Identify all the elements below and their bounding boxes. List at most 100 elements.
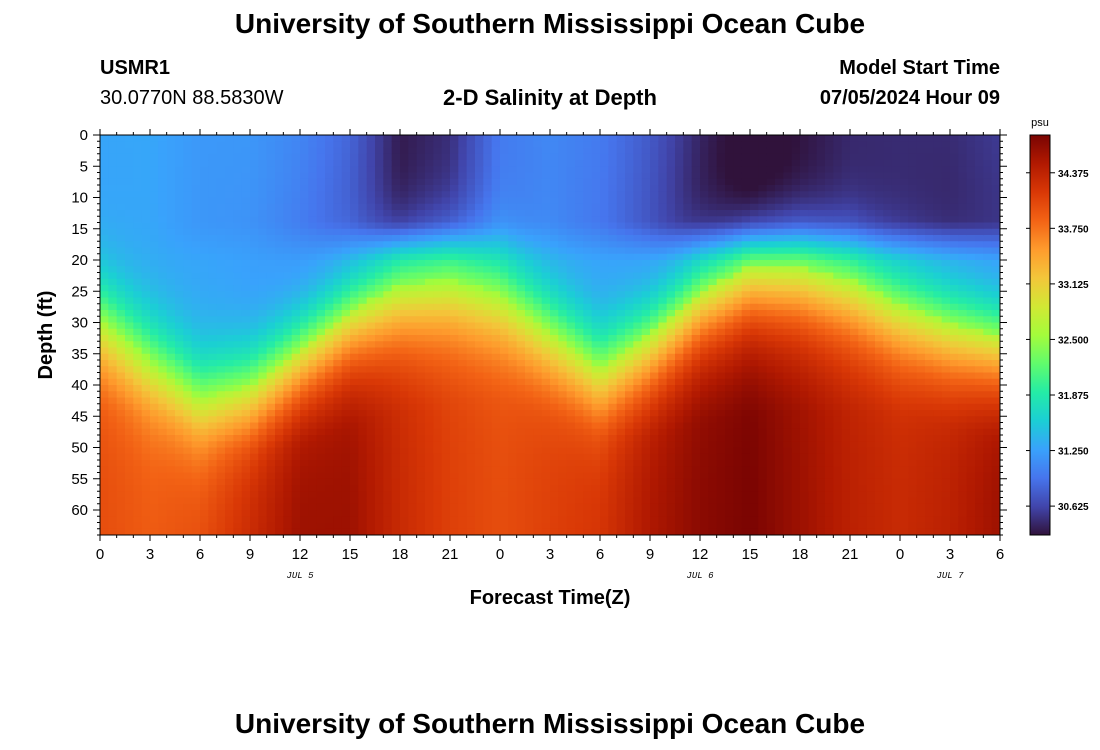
heatmap-cell [691,135,701,142]
heatmap-cell [483,153,493,161]
heatmap-cell [691,378,701,386]
heatmap-cell [416,528,426,535]
heatmap-cell [125,397,134,405]
heatmap-cell [375,272,384,280]
heatmap-cell [633,453,643,461]
heatmap-cell [325,322,334,330]
heatmap-cell [441,185,451,192]
heatmap-cell [600,528,609,535]
heatmap-cell [458,241,468,249]
heatmap-cell [525,235,534,242]
heatmap-cell [558,310,568,317]
heatmap-cell [550,185,559,192]
heatmap-cell [208,441,218,449]
heatmap-cell [358,222,368,230]
heatmap-cell [325,397,334,405]
heatmap-cell [208,135,218,142]
heatmap-cell [716,303,726,311]
heatmap-cell [483,347,493,355]
heatmap-cell [166,378,176,386]
heatmap-cell [716,147,726,155]
heatmap-cell [341,297,351,305]
heatmap-cell [641,241,651,249]
heatmap-cell [691,297,701,305]
heatmap-cell [525,378,534,386]
heatmap-cell [266,316,276,324]
heatmap-cell [133,328,143,336]
heatmap-cell [366,260,376,267]
heatmap-cell [425,222,434,230]
heatmap-cell [350,160,359,167]
heatmap-cell [741,441,751,449]
heatmap-cell [358,353,368,361]
heatmap-cell [150,203,159,211]
heatmap-cell [166,466,176,474]
heatmap-cell [316,416,326,424]
heatmap-cell [425,466,434,474]
heatmap-cell [575,341,584,349]
heatmap-cell [108,491,118,499]
heatmap-cell [600,191,609,199]
heatmap-cell [441,453,451,461]
heatmap-cell [216,353,226,361]
heatmap-cell [608,403,618,411]
heatmap-cell [341,453,351,461]
heatmap-cell [533,141,543,149]
heatmap-cell [708,210,718,217]
heatmap-cell [250,285,259,292]
heatmap-cell [541,260,551,267]
heatmap-cell [550,491,559,499]
heatmap-cell [458,147,468,155]
heatmap-cell [475,328,484,336]
heatmap-cell [500,210,509,217]
heatmap-cell [350,278,359,286]
heatmap-cell [683,191,693,199]
heatmap-cell [425,460,434,467]
heatmap-cell [158,378,168,386]
model-start-label: Model Start Time [839,57,1000,79]
heatmap-cell [141,516,151,524]
heatmap-cell [291,141,301,149]
heatmap-cell [483,322,493,330]
heatmap-cell [208,478,218,486]
heatmap-cell [408,378,418,386]
heatmap-cell [733,278,743,286]
heatmap-cell [666,253,676,261]
heatmap-cell [308,428,318,436]
heatmap-cell [566,385,576,392]
heatmap-cell [600,235,609,242]
heatmap-cell [625,166,634,174]
heatmap-cell [658,353,668,361]
heatmap-cell [166,522,176,530]
heatmap-cell [250,203,259,211]
heatmap-cell [316,316,326,324]
heatmap-cell [541,385,551,392]
heatmap-cell [550,403,559,411]
heatmap-cell [333,135,343,142]
heatmap-cell [600,253,609,261]
heatmap-cell [733,466,743,474]
heatmap-cell [491,441,501,449]
heatmap-cell [625,353,634,361]
heatmap-cell [175,216,184,224]
heatmap-cell [108,335,118,342]
heatmap-cell [291,222,301,230]
heatmap-cell [125,403,134,411]
heatmap-cell [625,260,634,267]
heatmap-cell [200,172,209,180]
heatmap-cell [250,178,259,186]
heatmap-cell [266,335,276,342]
heatmap-cell [475,460,484,467]
heatmap-cell [608,397,618,405]
heatmap-cell [100,491,109,499]
heatmap-cell [175,447,184,455]
heatmap-cell [658,153,668,161]
heatmap-cell [425,135,434,142]
heatmap-cell [275,472,284,480]
heatmap-cell [575,360,584,367]
heatmap-cell [233,310,243,317]
heatmap-cell [166,385,176,392]
heatmap-cell [241,316,251,324]
heatmap-cell [366,428,376,436]
heatmap-cell [225,453,234,461]
